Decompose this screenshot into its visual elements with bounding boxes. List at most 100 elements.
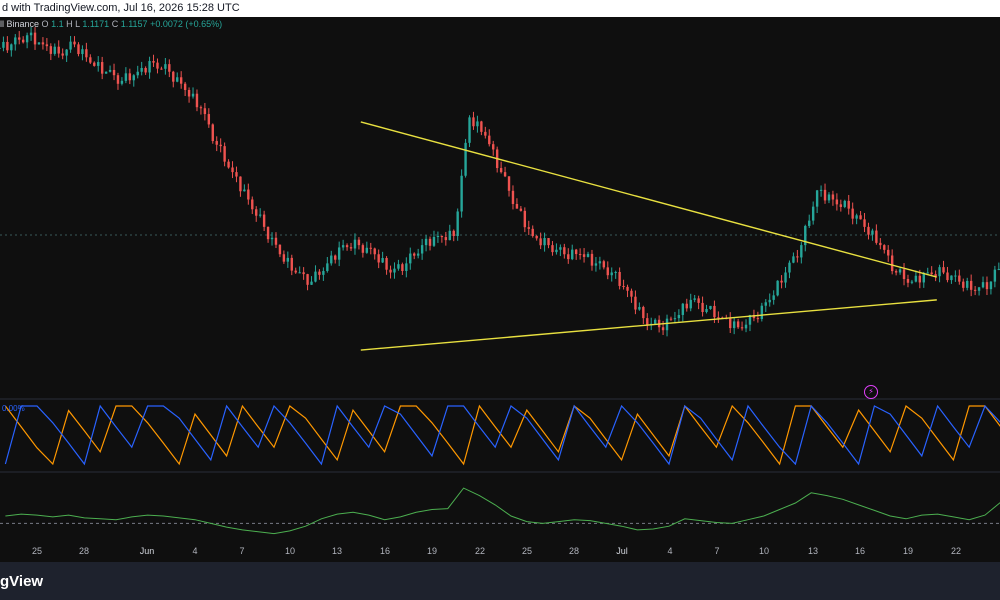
- candle-body: [760, 305, 764, 320]
- trendline: [360, 121, 937, 278]
- candle-body: [223, 146, 226, 162]
- candle-body: [815, 190, 819, 207]
- candle-body: [693, 298, 696, 300]
- candle-body: [247, 189, 250, 200]
- candle-body: [393, 268, 396, 273]
- candle-body: [981, 282, 985, 288]
- candle-body: [452, 230, 455, 236]
- candle-body: [685, 303, 688, 309]
- candle-body: [930, 272, 933, 275]
- x-tick-label: 10: [758, 546, 770, 556]
- candle-body: [938, 267, 941, 277]
- candle-body: [286, 257, 290, 262]
- close-label: C: [111, 19, 119, 29]
- candle-body: [294, 270, 297, 273]
- candle-body: [298, 272, 301, 274]
- candle-body: [681, 303, 685, 315]
- candle-body: [748, 314, 752, 325]
- candle-body: [168, 64, 171, 72]
- candle-body: [729, 318, 732, 329]
- candle-body: [10, 44, 13, 51]
- candle-body: [148, 61, 151, 73]
- candle-body: [634, 296, 637, 310]
- candle-body: [752, 314, 756, 319]
- lightning-alert-icon[interactable]: ⚡: [864, 385, 878, 399]
- footer-bar: gView: [0, 562, 1000, 600]
- candle-body: [472, 117, 475, 127]
- candle-body: [369, 247, 372, 249]
- candle-body: [677, 314, 681, 319]
- candle-body: [879, 242, 882, 246]
- candle-body: [361, 245, 365, 253]
- candle-body: [863, 219, 866, 227]
- candle-body: [610, 272, 613, 276]
- candle-body: [389, 269, 392, 273]
- candle-body: [341, 245, 345, 248]
- candle-body: [136, 71, 139, 76]
- candle-body: [962, 281, 965, 288]
- candle-body: [468, 117, 471, 143]
- candle-body: [401, 264, 404, 271]
- candle-body: [318, 271, 321, 275]
- candle-body: [796, 256, 799, 258]
- candle-body: [314, 271, 317, 282]
- candle-body: [918, 275, 922, 283]
- candle-body: [282, 254, 286, 262]
- candle-body: [61, 53, 64, 56]
- candle-body: [29, 32, 33, 36]
- chart-area[interactable]: [0, 17, 1000, 540]
- candle-body: [464, 142, 467, 176]
- symbol-name[interactable]: ll Binance: [0, 19, 40, 29]
- candle-body: [811, 206, 815, 221]
- candle-body: [969, 280, 973, 290]
- candle-body: [349, 247, 353, 249]
- candle-body: [819, 189, 823, 191]
- x-tick-label: Jul: [616, 546, 628, 556]
- candle-body: [116, 75, 120, 84]
- candle-body: [128, 73, 132, 81]
- candle-body: [985, 282, 989, 290]
- candle-body: [345, 245, 349, 248]
- candle-body: [164, 64, 167, 69]
- candle-body: [709, 305, 712, 309]
- time-axis[interactable]: 25 28 Jun 4 7 10 13 16 19 22 25 28 Jul 4 7 10 13 16 19 22: [0, 540, 1000, 562]
- candle-body: [195, 93, 199, 108]
- x-tick-label: 16: [379, 546, 391, 556]
- candle-body: [993, 269, 997, 282]
- candle-body: [18, 37, 21, 40]
- candle-body: [551, 245, 554, 253]
- brand-logo[interactable]: gView: [0, 573, 44, 590]
- x-tick-label: 25: [521, 546, 533, 556]
- candle-body: [476, 121, 479, 127]
- candle-body: [926, 272, 929, 274]
- candle-body: [665, 318, 669, 331]
- candle-body: [914, 275, 918, 282]
- candle-body: [571, 249, 574, 260]
- candle-body: [958, 275, 961, 282]
- candle-body: [239, 176, 242, 192]
- candle-body: [255, 209, 258, 216]
- candle-body: [847, 200, 850, 209]
- candle-body: [906, 279, 910, 283]
- candle-body: [590, 253, 594, 266]
- candle-body: [942, 267, 945, 273]
- candle-body: [894, 271, 898, 273]
- candle-body: [440, 236, 444, 238]
- candle-body: [65, 49, 68, 56]
- candle-body: [511, 190, 515, 204]
- candle-body: [203, 108, 207, 115]
- candle-body: [535, 236, 538, 239]
- candle-body: [578, 254, 582, 256]
- candle-body: [622, 285, 625, 287]
- candle-body: [179, 77, 183, 84]
- candle-body: [638, 307, 641, 310]
- candle-body: [322, 271, 325, 275]
- candle-body: [614, 271, 617, 273]
- oscillator-series-line: [4, 404, 1000, 466]
- high-label: H: [66, 19, 73, 29]
- candle-body: [732, 321, 736, 329]
- candle-body: [89, 57, 92, 63]
- x-tick-label: 7: [239, 546, 245, 556]
- candle-body: [602, 261, 606, 268]
- candle-body: [997, 268, 1000, 270]
